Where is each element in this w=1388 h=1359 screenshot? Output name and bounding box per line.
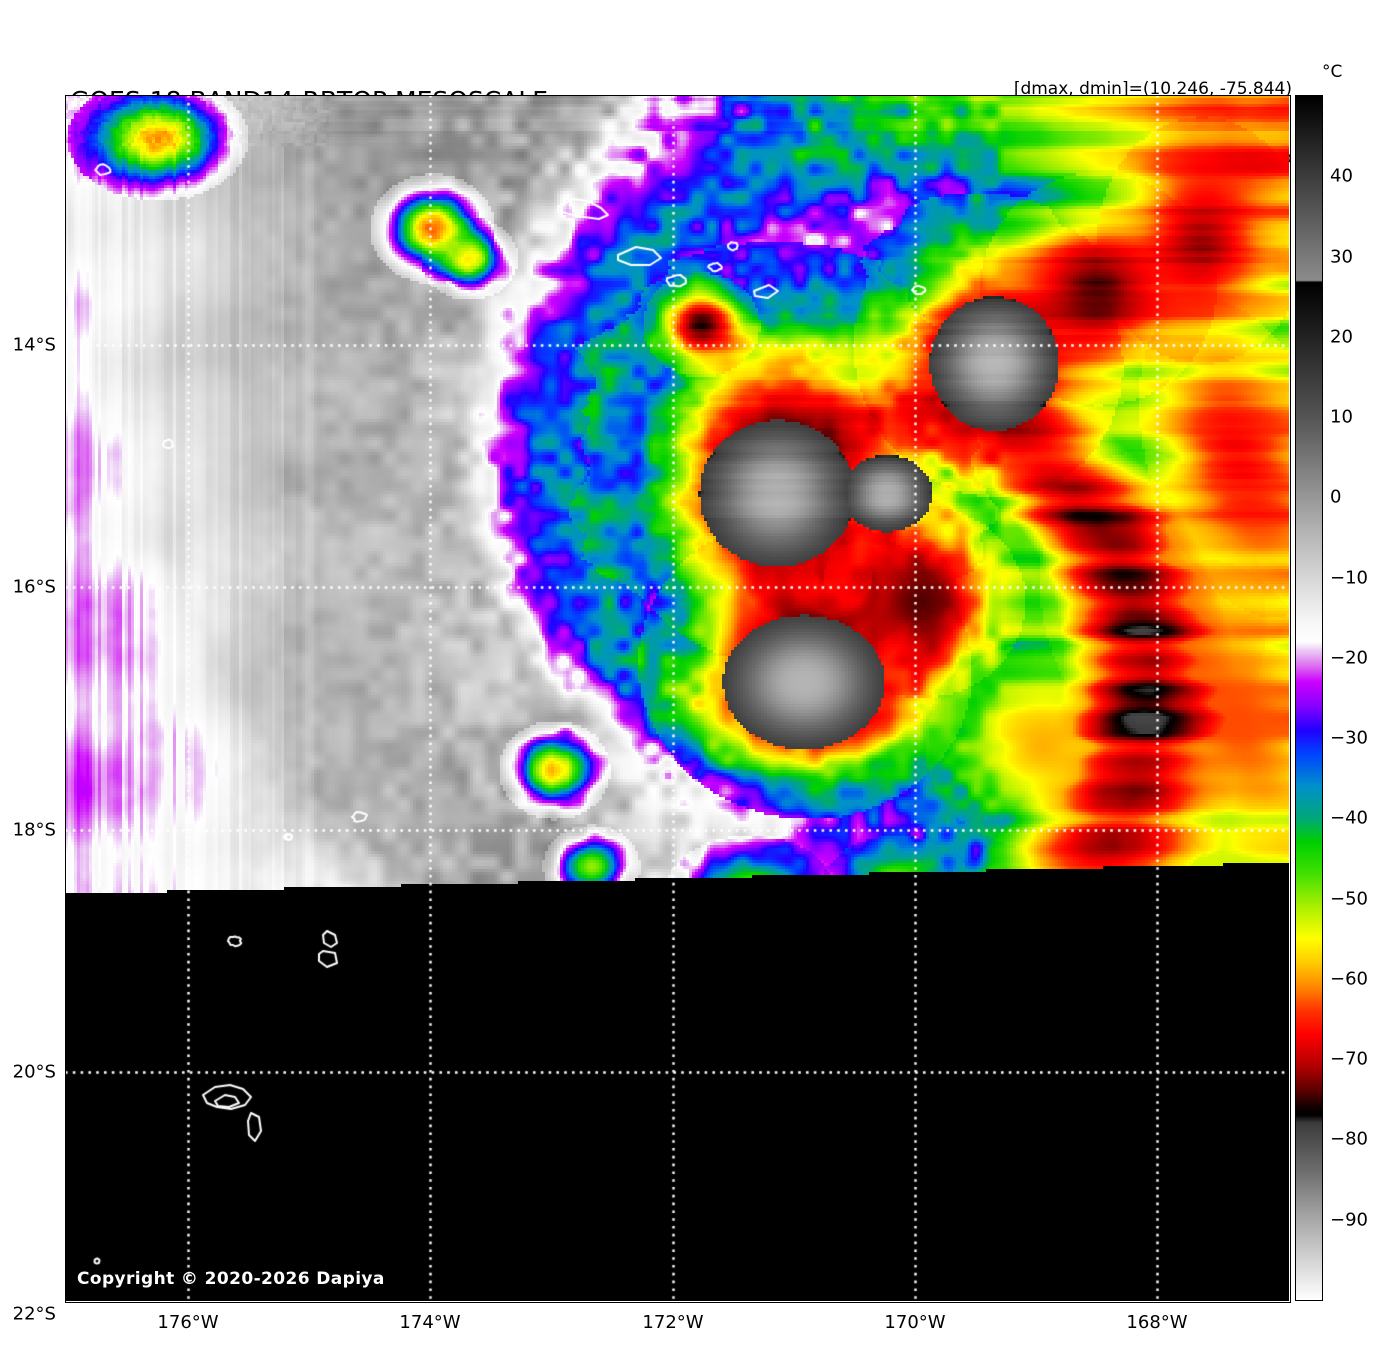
colorbar-tick-label: 30	[1330, 246, 1353, 268]
latitude-tick-label: 20°S	[12, 1061, 56, 1083]
longitude-tick-label: 172°W	[642, 1312, 704, 1333]
colorbar-unit-label: °C	[1322, 62, 1343, 82]
colorbar-tick-label: 10	[1330, 406, 1353, 428]
longitude-tick-label: 168°W	[1126, 1312, 1188, 1333]
latitude-tick-label: 14°S	[12, 334, 56, 356]
colorbar-gradient	[1296, 96, 1322, 1300]
map-graticule-and-coastline-overlay	[65, 95, 1289, 1301]
temperature-colorbar[interactable]	[1296, 96, 1322, 1300]
latitude-tick-label: 22°S	[12, 1303, 56, 1325]
colorbar-tick-label: −70	[1330, 1048, 1368, 1070]
dmax-dmin-readout: [dmax, dmin]=(10.246, -75.844)	[1013, 79, 1292, 99]
satellite-map-panel[interactable]: Copyright © 2020-2026 Dapiya	[65, 95, 1289, 1301]
colorbar-tick-label: −30	[1330, 727, 1368, 749]
colorbar-tick-label: −80	[1330, 1128, 1368, 1150]
latitude-tick-label: 18°S	[12, 819, 56, 841]
colorbar-tick-label: −20	[1330, 647, 1368, 669]
colorbar-tick-label: 20	[1330, 326, 1353, 348]
longitude-tick-label: 176°W	[157, 1312, 219, 1333]
longitude-tick-label: 174°W	[399, 1312, 461, 1333]
colorbar-tick-label: 40	[1330, 165, 1353, 187]
longitude-tick-label: 170°W	[884, 1312, 946, 1333]
latitude-tick-label: 16°S	[12, 576, 56, 598]
copyright-notice: Copyright © 2020-2026 Dapiya	[77, 1269, 385, 1289]
colorbar-tick-label: −10	[1330, 567, 1368, 589]
colorbar-tick-label: 0	[1330, 486, 1342, 508]
colorbar-tick-label: −90	[1330, 1209, 1368, 1231]
colorbar-tick-label: −50	[1330, 888, 1368, 910]
colorbar-tick-label: −40	[1330, 807, 1368, 829]
colorbar-tick-label: −60	[1330, 968, 1368, 990]
